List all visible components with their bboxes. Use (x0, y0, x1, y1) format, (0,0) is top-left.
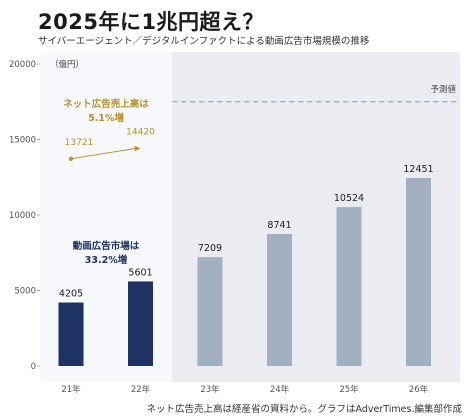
forecast-label: 予測値 (430, 84, 456, 95)
x-tick-label-25年: 25年 (339, 384, 359, 395)
bar-22年 (128, 281, 153, 366)
bar-21年 (58, 302, 84, 366)
video-ad-annotation-growth: 33.2%増 (85, 254, 128, 266)
y-tick-label-1: 5000 (14, 287, 36, 297)
y-tick-label-3: 15000 (9, 136, 36, 146)
value-label-21年: 4205 (59, 289, 83, 300)
bar-24年 (267, 234, 292, 366)
y-tick-label-4: 20000 (9, 60, 36, 70)
x-tick-label-21年: 21年 (61, 384, 81, 395)
value-label-23年: 7209 (198, 243, 222, 254)
source-note: ネット広告売上高は経産省の資料から。グラフはAdverTimes.編集部作成 (146, 404, 462, 415)
net-ad-annotation-title: ネット広告売上高は (63, 98, 149, 110)
net-ad-trend-line (70, 147, 137, 160)
net-ad-value-end: 14420 (126, 127, 155, 137)
net-ad-annotation-growth: 5.1%増 (88, 112, 124, 124)
bar-25年 (336, 207, 362, 366)
net-ad-value-start: 13721 (65, 138, 94, 148)
x-tick-label-26年: 26年 (409, 384, 429, 395)
value-label-22年: 5601 (128, 267, 152, 278)
chart-title: 2025年に1兆円超え？ (38, 10, 265, 34)
value-label-24年: 8741 (267, 220, 291, 231)
y-tick-label-2: 10000 (9, 211, 36, 221)
value-label-26年: 12451 (403, 164, 433, 175)
x-tick-label-24年: 24年 (270, 384, 290, 395)
net-ad-trend-arrowhead (134, 145, 141, 152)
x-tick-label-23年: 23年 (200, 384, 220, 395)
bar-26年 (406, 177, 431, 366)
bar-23年 (197, 257, 223, 366)
unit-label: （億円） (50, 59, 84, 70)
x-tick-label-22年: 22年 (131, 384, 151, 395)
chart-subtitle: サイバーエージェント／デジタルインファクトによる動画広告市場規模の推移 (38, 36, 370, 47)
value-label-25年: 10524 (334, 193, 364, 204)
video-ad-annotation-title: 動画広告市場は (73, 240, 140, 252)
y-tick-label-0: 0 (31, 362, 36, 372)
net-ad-point-start (68, 156, 74, 162)
